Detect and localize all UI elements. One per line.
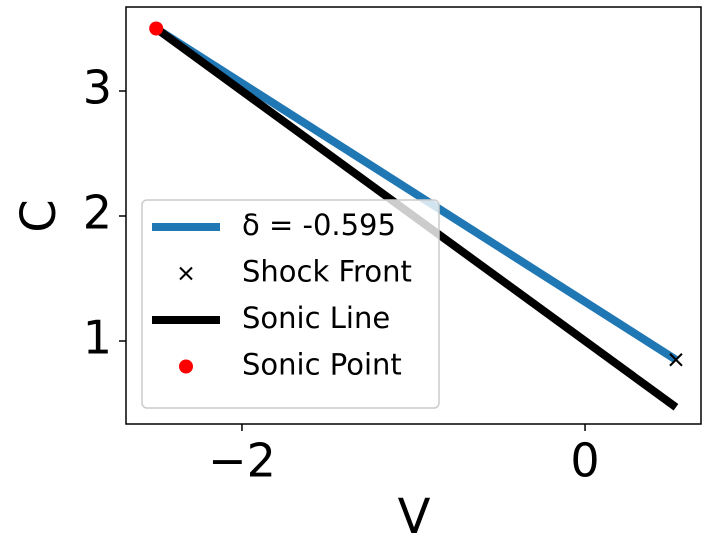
legend-label: δ = -0.595: [242, 208, 396, 242]
legend-box: [141, 199, 440, 409]
x-axis-label: V: [398, 489, 431, 545]
x-marker: [669, 353, 683, 367]
legend-label: Sonic Point: [242, 348, 402, 382]
x-tick-label: −2: [208, 434, 276, 488]
plot-frame: [125, 6, 702, 425]
y-tick-label: 1: [83, 311, 112, 365]
legend-label: Shock Front: [242, 255, 412, 289]
y-tick-label: 3: [83, 61, 112, 115]
y-tick-label: 2: [83, 186, 112, 240]
legend-swatch: [179, 359, 193, 374]
legend-swatch: [179, 266, 193, 281]
y-axis-label: C: [11, 199, 67, 233]
line: [154, 25, 679, 364]
dot-marker: [149, 21, 164, 36]
x-tick-label: 0: [570, 434, 599, 488]
legend-label: Sonic Line: [242, 301, 390, 335]
